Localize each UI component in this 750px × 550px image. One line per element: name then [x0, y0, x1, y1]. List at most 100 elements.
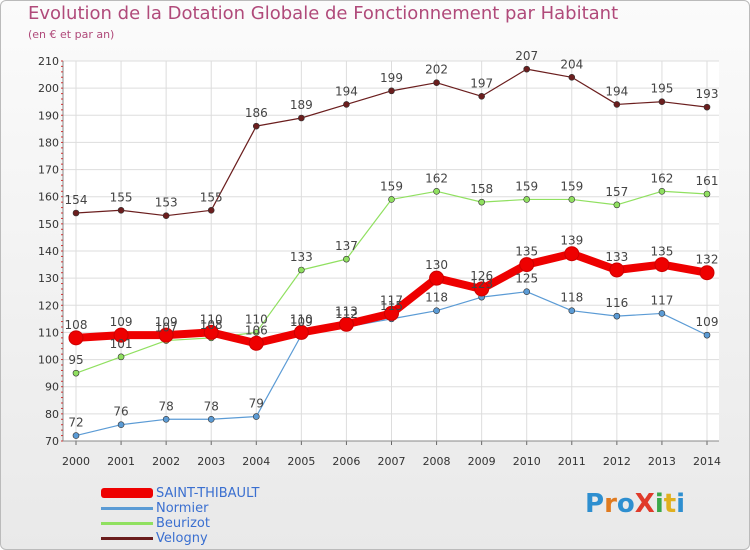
data-label: 78	[159, 399, 174, 413]
y-tick-label: 210	[38, 55, 59, 68]
data-label: 162	[650, 171, 673, 185]
data-label: 186	[245, 106, 268, 120]
data-point	[523, 65, 531, 73]
y-tick-label: 180	[38, 136, 59, 149]
data-label: 153	[155, 196, 178, 210]
data-point	[568, 307, 576, 315]
data-point	[388, 196, 395, 203]
data-label: 161	[696, 174, 719, 188]
data-label: 118	[560, 291, 583, 305]
data-label: 135	[515, 245, 538, 259]
legend-label: Beurizot	[156, 516, 210, 531]
y-tick-label: 170	[38, 164, 59, 177]
data-point	[293, 324, 309, 340]
data-point	[252, 413, 260, 420]
data-label: 110	[245, 312, 268, 326]
data-label: 133	[290, 250, 313, 264]
data-label: 135	[650, 245, 673, 259]
logo-letter: r	[604, 489, 617, 519]
data-point	[207, 206, 215, 214]
data-label: 109	[290, 315, 313, 329]
data-point	[654, 257, 670, 273]
data-point	[117, 421, 125, 429]
data-label: 72	[68, 416, 83, 430]
data-label: 139	[560, 234, 583, 248]
x-tick-label: 2011	[558, 455, 586, 468]
logo-letter: P	[585, 489, 605, 519]
data-label: 112	[335, 307, 358, 321]
x-tick-label: 2007	[378, 455, 406, 468]
x-tick-label: 2001	[107, 455, 135, 468]
data-label: 117	[650, 293, 673, 307]
chart-subtitle: (en € et par an)	[28, 28, 115, 41]
data-point	[568, 73, 576, 81]
logo-letter: i	[654, 489, 664, 519]
legend-swatch	[101, 488, 153, 498]
data-label: 159	[560, 179, 583, 193]
x-tick-label: 2003	[197, 455, 225, 468]
x-tick-label: 2012	[603, 455, 631, 468]
data-point	[613, 312, 621, 320]
legend-label: SAINT-THIBAULT	[156, 486, 260, 501]
data-label: 116	[605, 296, 628, 310]
data-point	[207, 415, 215, 423]
data-label: 118	[425, 291, 448, 305]
data-label: 108	[65, 318, 88, 332]
data-label: 113	[335, 304, 358, 318]
x-tick-label: 2009	[468, 455, 496, 468]
x-tick-label: 2014	[693, 455, 721, 468]
data-point	[117, 353, 125, 361]
x-tick-label: 2005	[287, 455, 315, 468]
data-label: 132	[696, 253, 719, 267]
data-point	[658, 310, 666, 317]
data-label: 158	[470, 182, 493, 196]
x-tick-label: 2006	[332, 455, 360, 468]
data-point	[384, 305, 399, 321]
data-label: 133	[605, 250, 628, 264]
logo-letter: i	[676, 489, 686, 519]
data-label: 189	[290, 98, 313, 112]
data-point	[523, 196, 531, 203]
data-point	[252, 329, 260, 336]
data-label: 137	[335, 239, 358, 253]
data-point	[72, 432, 80, 439]
data-label: 159	[380, 179, 403, 193]
data-point	[113, 327, 129, 343]
data-label: 162	[425, 171, 448, 185]
data-point	[478, 92, 485, 100]
data-point	[162, 212, 170, 220]
data-label: 202	[425, 63, 448, 77]
data-point	[338, 316, 354, 332]
legend-swatch	[101, 522, 153, 525]
y-tick-label: 140	[38, 245, 59, 258]
data-point	[72, 209, 80, 217]
legend-swatch	[101, 537, 153, 540]
data-label: 207	[515, 49, 538, 63]
data-point	[388, 87, 395, 95]
data-label: 195	[650, 82, 673, 96]
y-tick-label: 80	[45, 408, 59, 421]
y-tick-label: 70	[45, 435, 59, 448]
data-label: 108	[200, 318, 223, 332]
data-point	[703, 190, 711, 198]
data-label: 199	[380, 71, 403, 85]
x-tick-label: 2013	[648, 455, 676, 468]
data-point	[564, 246, 580, 262]
x-tick-label: 2000	[62, 455, 90, 468]
data-point	[613, 101, 621, 108]
data-label: 110	[290, 312, 313, 326]
y-tick-label: 120	[38, 299, 59, 312]
data-label: 197	[470, 76, 493, 90]
data-label: 159	[515, 179, 538, 193]
chart-title: Evolution de la Dotation Globale de Fonc…	[28, 3, 619, 24]
data-label: 107	[155, 321, 178, 335]
data-point	[158, 327, 174, 343]
data-label: 76	[113, 405, 128, 419]
legend-swatch	[101, 507, 153, 510]
data-point	[609, 262, 625, 278]
data-label: 194	[335, 84, 358, 98]
data-label: 125	[515, 272, 538, 286]
y-tick-label: 130	[38, 272, 59, 285]
data-point	[433, 307, 440, 315]
